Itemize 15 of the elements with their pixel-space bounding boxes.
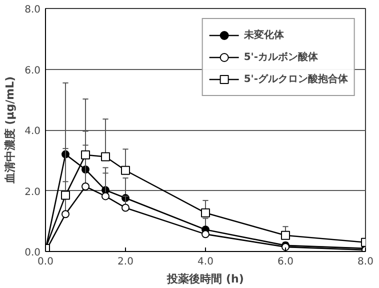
x-tick-label: 2.0 <box>118 256 134 268</box>
y-tick-label: 2.0 <box>24 186 41 198</box>
y-axis-title: 血清中濃度 (μg/mL) <box>4 76 17 185</box>
y-tick-label: 6.0 <box>24 65 41 76</box>
x-tick-label: 6.0 <box>278 256 294 268</box>
y-tick-label: 0.0 <box>24 248 41 258</box>
y-tick-label: 4.0 <box>24 126 41 137</box>
legend-label: 未変化体 <box>244 28 284 42</box>
legend-label: 5'-グルクロン酸抱合体 <box>244 72 348 86</box>
x-tick-label: 4.0 <box>198 256 214 268</box>
legend-label: 5'-カルボン酸体 <box>244 50 318 64</box>
x-tick-label: 0.0 <box>38 256 54 268</box>
x-axis-title: 投薬後時間 (h) <box>166 272 244 286</box>
x-tick-label: 8.0 <box>358 256 374 268</box>
y-tick-label: 8.0 <box>24 4 41 16</box>
